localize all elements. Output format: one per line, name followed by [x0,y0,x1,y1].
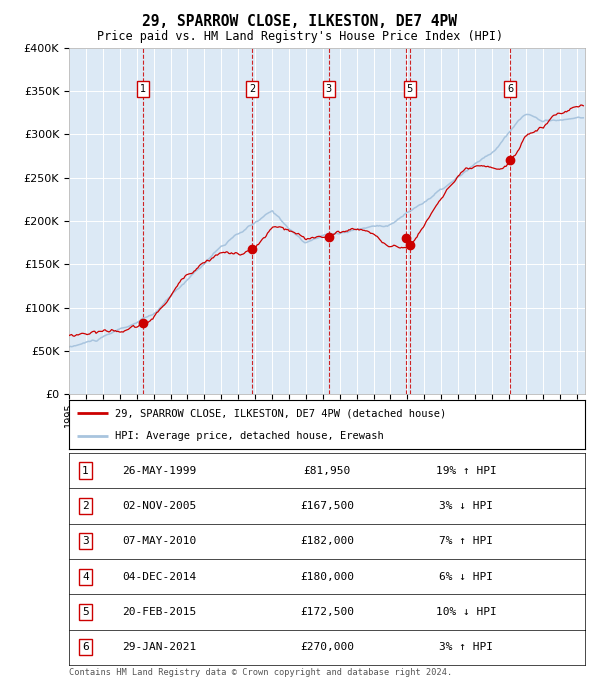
Text: HPI: Average price, detached house, Erewash: HPI: Average price, detached house, Erew… [115,430,384,441]
Text: £182,000: £182,000 [300,537,354,546]
Text: 3% ↑ HPI: 3% ↑ HPI [439,643,493,652]
Text: 5: 5 [407,84,413,95]
Text: £270,000: £270,000 [300,643,354,652]
Text: Price paid vs. HM Land Registry's House Price Index (HPI): Price paid vs. HM Land Registry's House … [97,30,503,43]
Text: 2: 2 [82,501,89,511]
Text: £172,500: £172,500 [300,607,354,617]
Text: Contains HM Land Registry data © Crown copyright and database right 2024.: Contains HM Land Registry data © Crown c… [69,668,452,677]
Text: 1: 1 [82,466,89,475]
Text: £81,950: £81,950 [304,466,350,475]
Text: £180,000: £180,000 [300,572,354,581]
Text: 2: 2 [249,84,256,95]
Text: 02-NOV-2005: 02-NOV-2005 [122,501,196,511]
Text: £167,500: £167,500 [300,501,354,511]
Text: 6: 6 [82,643,89,652]
Text: 04-DEC-2014: 04-DEC-2014 [122,572,196,581]
Text: 1: 1 [140,84,146,95]
Text: 20-FEB-2015: 20-FEB-2015 [122,607,196,617]
Text: 6: 6 [507,84,513,95]
Text: 26-MAY-1999: 26-MAY-1999 [122,466,196,475]
Text: 3: 3 [82,537,89,546]
Text: 19% ↑ HPI: 19% ↑ HPI [436,466,497,475]
Text: 5: 5 [82,607,89,617]
Text: 4: 4 [82,572,89,581]
Text: 7% ↑ HPI: 7% ↑ HPI [439,537,493,546]
Text: 3% ↓ HPI: 3% ↓ HPI [439,501,493,511]
Text: 29, SPARROW CLOSE, ILKESTON, DE7 4PW: 29, SPARROW CLOSE, ILKESTON, DE7 4PW [143,14,458,29]
Text: 10% ↓ HPI: 10% ↓ HPI [436,607,497,617]
Text: 6% ↓ HPI: 6% ↓ HPI [439,572,493,581]
Text: 29-JAN-2021: 29-JAN-2021 [122,643,196,652]
Text: 07-MAY-2010: 07-MAY-2010 [122,537,196,546]
Text: 29, SPARROW CLOSE, ILKESTON, DE7 4PW (detached house): 29, SPARROW CLOSE, ILKESTON, DE7 4PW (de… [115,408,446,418]
Text: 3: 3 [326,84,332,95]
